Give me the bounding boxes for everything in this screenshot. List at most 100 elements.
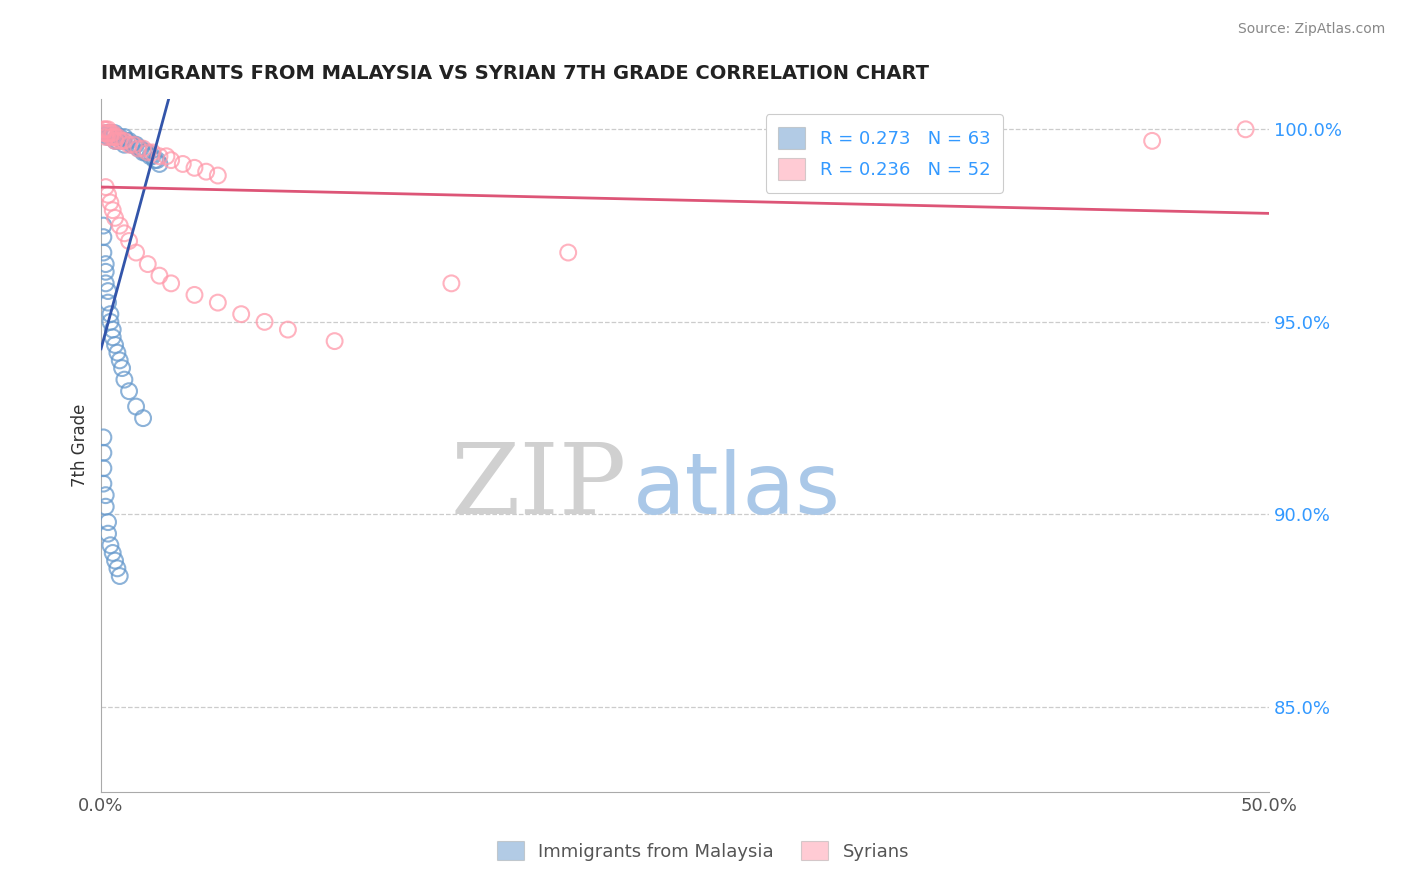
Point bbox=[97, 526, 120, 541]
Point bbox=[132, 145, 155, 160]
Point bbox=[231, 307, 253, 321]
Point bbox=[97, 284, 120, 298]
Point bbox=[93, 245, 115, 260]
Point bbox=[120, 137, 142, 152]
Point bbox=[141, 149, 163, 163]
Point bbox=[93, 446, 115, 460]
Point bbox=[100, 195, 122, 210]
Legend: R = 0.273   N = 63, R = 0.236   N = 52: R = 0.273 N = 63, R = 0.236 N = 52 bbox=[765, 114, 1002, 193]
Point bbox=[105, 130, 128, 145]
Point bbox=[160, 153, 183, 168]
Point bbox=[112, 130, 135, 145]
Point bbox=[111, 134, 134, 148]
Point bbox=[105, 561, 128, 575]
Point bbox=[112, 137, 135, 152]
Point bbox=[557, 245, 579, 260]
Point bbox=[125, 400, 148, 414]
Point bbox=[440, 277, 463, 291]
Y-axis label: 7th Grade: 7th Grade bbox=[72, 403, 89, 487]
Point bbox=[253, 315, 276, 329]
Point bbox=[93, 122, 115, 136]
Text: ZIP: ZIP bbox=[450, 439, 627, 534]
Point bbox=[134, 145, 156, 160]
Point bbox=[104, 554, 127, 568]
Point bbox=[94, 122, 117, 136]
Point bbox=[155, 149, 177, 163]
Point bbox=[195, 164, 218, 178]
Point bbox=[101, 126, 124, 140]
Point bbox=[125, 245, 148, 260]
Point bbox=[207, 169, 229, 183]
Point bbox=[101, 130, 124, 145]
Point bbox=[93, 126, 115, 140]
Point bbox=[127, 142, 149, 156]
Point bbox=[122, 137, 145, 152]
Point bbox=[323, 334, 346, 348]
Point bbox=[94, 500, 117, 514]
Point bbox=[112, 373, 135, 387]
Point bbox=[97, 295, 120, 310]
Legend: Immigrants from Malaysia, Syrians: Immigrants from Malaysia, Syrians bbox=[488, 832, 918, 870]
Point bbox=[101, 130, 124, 145]
Point bbox=[100, 130, 122, 145]
Point bbox=[111, 361, 134, 376]
Point bbox=[94, 126, 117, 140]
Point bbox=[104, 126, 127, 140]
Point bbox=[94, 277, 117, 291]
Point bbox=[94, 265, 117, 279]
Point bbox=[108, 130, 131, 145]
Point bbox=[127, 142, 149, 156]
Point bbox=[277, 322, 299, 336]
Point bbox=[101, 126, 124, 140]
Point bbox=[104, 338, 127, 352]
Point bbox=[183, 288, 205, 302]
Point bbox=[94, 257, 117, 271]
Point bbox=[108, 219, 131, 233]
Point bbox=[105, 345, 128, 359]
Point bbox=[101, 322, 124, 336]
Point bbox=[97, 126, 120, 140]
Point bbox=[118, 234, 141, 248]
Point bbox=[118, 137, 141, 152]
Point bbox=[183, 161, 205, 175]
Point bbox=[93, 461, 115, 475]
Point bbox=[105, 130, 128, 145]
Point bbox=[132, 411, 155, 425]
Point bbox=[112, 227, 135, 241]
Point bbox=[172, 157, 194, 171]
Point bbox=[100, 126, 122, 140]
Point bbox=[104, 211, 127, 225]
Point bbox=[101, 203, 124, 218]
Point bbox=[160, 277, 183, 291]
Point bbox=[132, 142, 155, 156]
Point bbox=[97, 130, 120, 145]
Text: IMMIGRANTS FROM MALAYSIA VS SYRIAN 7TH GRADE CORRELATION CHART: IMMIGRANTS FROM MALAYSIA VS SYRIAN 7TH G… bbox=[101, 64, 929, 83]
Point bbox=[143, 153, 166, 168]
Point bbox=[1234, 122, 1257, 136]
Point bbox=[136, 145, 159, 160]
Point bbox=[93, 230, 115, 244]
Point bbox=[108, 134, 131, 148]
Point bbox=[148, 157, 170, 171]
Point bbox=[101, 546, 124, 560]
Point bbox=[100, 130, 122, 145]
Point bbox=[94, 130, 117, 145]
Text: Source: ZipAtlas.com: Source: ZipAtlas.com bbox=[1237, 22, 1385, 37]
Point bbox=[136, 145, 159, 160]
Point bbox=[97, 126, 120, 140]
Point bbox=[94, 180, 117, 194]
Point bbox=[207, 295, 229, 310]
Point bbox=[118, 384, 141, 399]
Point bbox=[93, 476, 115, 491]
Point bbox=[108, 353, 131, 368]
Point bbox=[112, 134, 135, 148]
Point bbox=[104, 130, 127, 145]
Point bbox=[100, 126, 122, 140]
Point bbox=[118, 134, 141, 148]
Point bbox=[148, 149, 170, 163]
Point bbox=[125, 137, 148, 152]
Point bbox=[100, 315, 122, 329]
Point bbox=[122, 137, 145, 152]
Point bbox=[93, 430, 115, 444]
Point bbox=[105, 134, 128, 148]
